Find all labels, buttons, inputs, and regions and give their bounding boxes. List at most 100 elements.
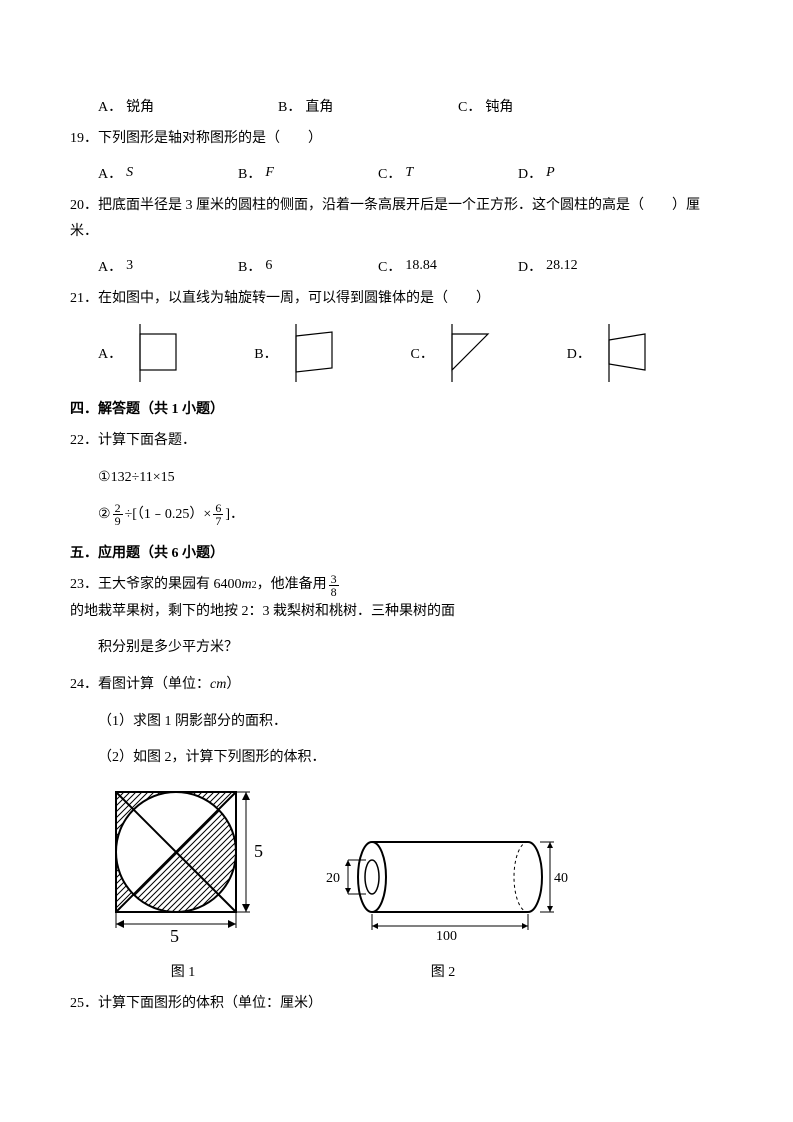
q23-number: 23． [70,572,98,599]
option-text: 锐角 [126,96,154,116]
q21-option-c: C． [411,322,567,384]
q24-text-end: ） [226,677,240,692]
figure2: 20 40 100 图 2 [318,822,568,981]
q24-text: 看图计算（单位： [98,677,210,692]
option-text: 直角 [305,96,333,116]
expression-text: ]． [225,502,244,529]
q21-text: 在如图中，以直线为轴旋转一周，可以得到圆锥体的是（ ） [98,291,490,306]
q23-line2: 积分别是多少平方米？ [98,635,723,662]
q23: 23． 王大爷家的果园有 6400m2 ，他准备用 38 的地栽苹果树，剩下的地… [70,572,723,625]
q25-number: 25． [70,991,98,1018]
q24: 24．看图计算（单位：cm） [70,672,723,699]
q20-option-a: A．3 [98,256,238,276]
option-text: 3 [126,258,133,274]
unit-m: m [242,572,252,599]
fraction-icon: 38 [329,573,339,598]
option-label: C． [458,96,481,116]
q20-options: A．3 B．6 C．18.84 D．28.12 [98,256,723,276]
q20-number: 20． [70,193,98,220]
option-label: C． [411,343,434,363]
q22-text: 计算下面各题． [98,433,196,448]
q25-text: 计算下面图形的体积（单位：厘米） [98,996,322,1011]
part-label: ② [98,502,111,529]
square-shape-icon [126,322,186,384]
q19-option-a: A．S [98,163,238,183]
q24-figures: 5 5 图 1 [98,782,723,981]
q21-option-b: B． [254,322,410,384]
q18-options: A．锐角 B．直角 C．钝角 [98,96,723,116]
q21: 21．在如图中，以直线为轴旋转一周，可以得到圆锥体的是（ ） [70,286,723,313]
figure2-caption: 图 2 [318,961,568,981]
dim-label: 5 [254,841,263,861]
q20-option-d: D．28.12 [518,256,658,276]
figure1-caption: 图 1 [98,961,268,981]
q23-text: 王大爷家的果园有 6400 [98,572,242,599]
q19-option-d: D．P [518,163,658,183]
q18-option-b: B．直角 [278,96,458,116]
option-label: D． [567,343,591,363]
q22-part1: ①132÷11×15 [98,465,723,492]
option-label: D． [518,256,542,276]
q19-number: 19． [70,126,98,153]
q24-part1: （1）求图 1 阴影部分的面积． [98,709,723,736]
q20-text: 把底面半径是 3 厘米的圆柱的侧面，沿着一条高展开后是一个正方形．这个圆柱的高是… [70,198,700,240]
q19-text: 下列图形是轴对称图形的是（ ） [98,131,322,146]
option-label: B． [254,343,277,363]
option-label: A． [98,96,122,116]
option-label: C． [378,163,401,183]
q22-part2: ② 29 ÷[（1﹣0.25）× 67 ]． [98,502,723,529]
q20-option-c: C．18.84 [378,256,518,276]
q22: 22．计算下面各题． [70,428,723,455]
q19: 19．下列图形是轴对称图形的是（ ） [70,126,723,153]
option-text: S [126,165,133,181]
option-label: B． [238,163,261,183]
dim-label: 20 [326,871,340,886]
option-text: 钝角 [485,96,513,116]
parallelogram-shape-icon [282,322,342,384]
q19-options: A．S B．F C．T D．P [98,163,723,183]
q19-option-b: B．F [238,163,378,183]
part-label: ① [98,470,111,485]
option-text: 6 [265,258,272,274]
q24-number: 24． [70,672,98,699]
option-label: D． [518,163,542,183]
option-text: T [405,165,413,181]
q20-option-b: B．6 [238,256,378,276]
option-label: A． [98,256,122,276]
q18-option-c: C．钝角 [458,96,638,116]
triangle-shape-icon [438,322,498,384]
section5-title: 五．应用题（共 6 小题） [70,542,723,562]
q24-part2: （2）如图 2，计算下列图形的体积． [98,745,723,772]
q19-option-c: C．T [378,163,518,183]
q22-number: 22． [70,428,98,455]
fraction-icon: 67 [213,502,223,527]
q18-option-a: A．锐角 [98,96,278,116]
option-label: A． [98,343,122,363]
q25: 25．计算下面图形的体积（单位：厘米） [70,991,723,1018]
dim-label: 100 [436,929,457,944]
option-text: F [265,165,274,181]
unit-cm: cm [210,677,226,692]
dim-label: 40 [554,871,568,886]
q21-option-a: A． [98,322,254,384]
figure1: 5 5 图 1 [98,782,268,981]
option-label: A． [98,163,122,183]
q23-text: 的地栽苹果树，剩下的地按 2：3 栽梨树和桃树．三种果树的面 [70,599,455,626]
option-label: B． [278,96,301,116]
q21-options: A． B． C． D． [98,322,723,384]
section4-title: 四．解答题（共 1 小题） [70,398,723,418]
option-text: P [546,165,555,181]
dim-label: 5 [170,926,179,946]
expression-text: ÷[（1﹣0.25）× [125,502,212,529]
option-label: B． [238,256,261,276]
option-text: 18.84 [405,258,437,274]
figure1-svg: 5 5 [98,782,268,952]
q21-option-d: D． [567,322,723,384]
expression-text: 132÷11×15 [111,470,175,485]
option-text: 28.12 [546,258,578,274]
q21-number: 21． [70,286,98,313]
option-label: C． [378,256,401,276]
figure2-svg: 20 40 100 [318,822,568,952]
fraction-icon: 29 [113,502,123,527]
q23-text: ，他准备用 [257,572,327,599]
